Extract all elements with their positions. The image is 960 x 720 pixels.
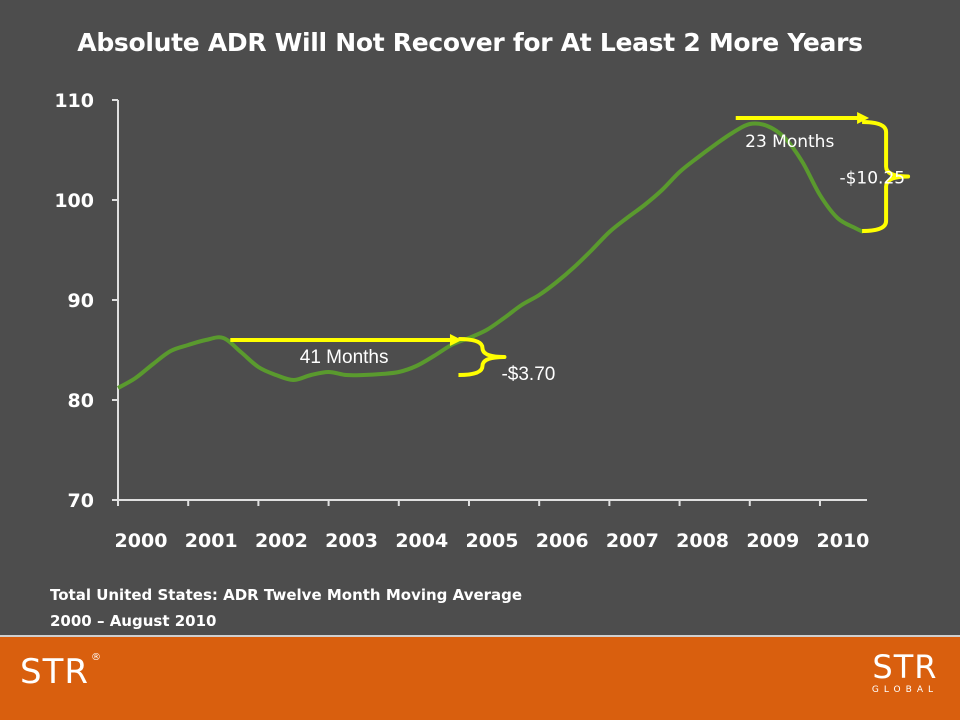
x-tick-label: 2000 [115, 530, 168, 552]
x-tick-label: 2003 [325, 530, 378, 552]
footer-bar: STR ® STR GLOBAL [0, 637, 960, 720]
gap-41-months-arrow-head [449, 334, 462, 346]
x-tick-label: 2002 [255, 530, 308, 552]
decline-3-70-brace [458, 337, 507, 377]
gap-23-months-arrow-head [857, 112, 870, 124]
str-global-logo: STR GLOBAL [872, 651, 938, 695]
x-tick-label: 2005 [466, 530, 519, 552]
x-tick-label: 2004 [395, 530, 448, 552]
y-tick-label: 100 [54, 190, 94, 212]
decline-10-25-brace [862, 120, 911, 233]
chart-title: Absolute ADR Will Not Recover for At Lea… [77, 28, 863, 57]
x-tick-label: 2006 [536, 530, 589, 552]
x-tick-label: 2001 [185, 530, 238, 552]
x-tick-label: 2007 [606, 530, 659, 552]
decline-10-25-label: -$10.25 [839, 169, 905, 189]
adr-series-line [117, 121, 865, 390]
decline-3-70-label: -$3.70 [501, 364, 555, 385]
str-logo: STR ® [20, 652, 102, 692]
caption-date-range: 2000 – August 2010 [50, 612, 217, 630]
x-tick-label: 2008 [676, 530, 729, 552]
gap-23-months-label: 23 Months [745, 132, 834, 152]
x-tick-label: 2010 [817, 530, 870, 552]
y-tick-label: 110 [54, 90, 94, 112]
registered-mark: ® [90, 652, 102, 663]
str-logo-text: STR [20, 652, 89, 692]
x-tick-label: 2009 [746, 530, 799, 552]
str-global-logo-sub: GLOBAL [871, 685, 938, 695]
caption-description: Total United States: ADR Twelve Month Mo… [50, 586, 523, 604]
y-tick-label: 70 [68, 490, 94, 512]
y-tick-label: 90 [68, 290, 94, 312]
footer-divider [0, 635, 960, 637]
str-global-logo-text: STR [872, 648, 938, 686]
y-tick-label: 80 [68, 390, 94, 412]
gap-41-months-label: 41 Months [300, 347, 389, 368]
